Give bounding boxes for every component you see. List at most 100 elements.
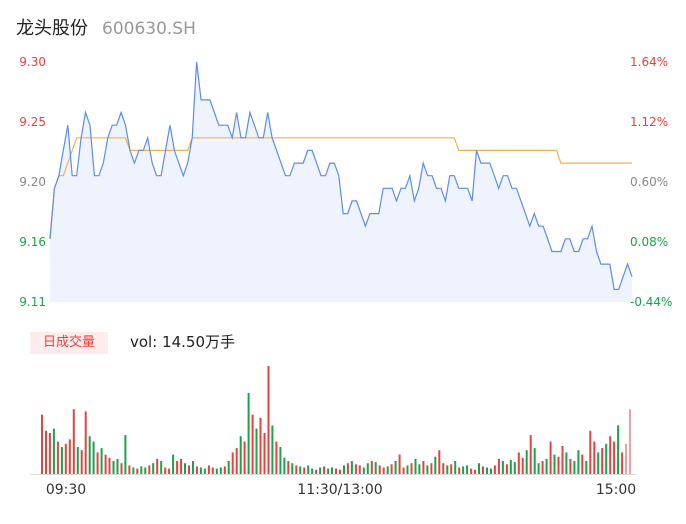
y-left-tick: 9.30 [19, 55, 46, 69]
volume-bar [72, 409, 75, 474]
volume-bar [549, 441, 552, 474]
volume-bar [267, 366, 270, 474]
volume-bar [537, 463, 540, 474]
volume-bar [124, 435, 127, 474]
stock-code: 600630.SH [102, 19, 196, 39]
volume-bar [454, 461, 457, 474]
volume-bar [462, 466, 465, 474]
volume-bar [152, 463, 155, 474]
volume-bar [48, 433, 51, 474]
volume-bar [573, 461, 576, 474]
volume-bar [184, 463, 186, 474]
volume-bar [92, 441, 95, 474]
volume-bar [490, 468, 492, 474]
volume-bar [319, 467, 322, 474]
volume-bar [362, 467, 365, 474]
volume-bar [339, 469, 341, 474]
x-tick: 09:30 [46, 482, 86, 498]
volume-bar [295, 465, 298, 474]
volume-bar [422, 461, 425, 474]
volume-bar [275, 441, 278, 474]
volume-bar [144, 467, 147, 474]
volume-bar [291, 463, 294, 474]
volume-bar [577, 450, 580, 474]
volume-bar [509, 460, 512, 474]
volume-bar [84, 411, 87, 474]
volume-bar [64, 443, 67, 474]
volume-bar [307, 465, 310, 474]
stock-title: 龙头股份 600630.SH [16, 14, 196, 40]
volume-bar [486, 467, 488, 474]
volume-bar [561, 445, 564, 474]
volume-bar [112, 461, 115, 474]
volume-bar [497, 458, 500, 474]
y-left-tick: 9.20 [19, 175, 46, 189]
x-tick: 15:00 [596, 482, 636, 498]
volume-bar [557, 456, 560, 474]
volume-bar [80, 450, 83, 474]
volume-bar [172, 454, 175, 474]
volume-bar [398, 454, 401, 474]
volume-bar [235, 448, 238, 474]
volume-bar [211, 467, 214, 474]
volume-bar [323, 466, 326, 474]
volume-bar [358, 465, 361, 474]
volume-bar [533, 448, 536, 474]
volume-bar [581, 454, 584, 474]
y-left-tick: 9.16 [19, 235, 46, 249]
volume-bar [176, 461, 179, 474]
volume-bar [609, 436, 612, 474]
volume-bar [52, 428, 55, 474]
volume-bar [263, 433, 266, 474]
volume-bar [239, 436, 242, 474]
volume-bar [76, 447, 79, 474]
volume-bar [418, 464, 421, 474]
volume-bar [410, 463, 413, 474]
volume-bar [315, 469, 318, 474]
volume-bar [541, 461, 544, 474]
volume-bar [585, 461, 588, 474]
volume-bar [195, 466, 198, 474]
volume-bar [140, 466, 143, 474]
volume-bar [597, 452, 600, 474]
volume-bar [251, 414, 254, 474]
y-right-tick: 0.08% [630, 235, 668, 249]
volume-bar [513, 462, 516, 474]
volume-bar [104, 454, 107, 474]
volume-bar [394, 461, 397, 474]
y-right-tick: 1.64% [630, 55, 668, 69]
volume-bar [303, 467, 306, 474]
y-left-tick-labels: 9.30 9.25 9.20 9.16 9.11 [19, 55, 46, 309]
volume-bar [374, 462, 377, 474]
volume-bar [569, 458, 572, 474]
volume-bar [271, 425, 274, 474]
volume-bars [30, 366, 636, 475]
volume-bar [593, 441, 596, 474]
x-tick: 11:30/13:00 [297, 482, 382, 498]
y-right-tick: 0.60% [630, 175, 668, 189]
volume-bar [255, 428, 258, 474]
volume-bar [414, 458, 417, 474]
volume-bar [613, 441, 616, 474]
volume-bar [188, 465, 190, 474]
volume-bar [168, 468, 171, 474]
volume-bar [470, 468, 473, 474]
volume-bar [287, 461, 290, 474]
x-tick-labels: 09:30 11:30/13:00 15:00 [46, 482, 636, 498]
volume-bar [207, 465, 210, 474]
volume-bar [45, 430, 47, 474]
daily-volume-tab[interactable]: 日成交量 [30, 332, 108, 354]
volume-bar [60, 447, 63, 474]
volume-bar [215, 468, 218, 474]
volume-bar [203, 468, 206, 474]
volume-bar [386, 466, 389, 474]
volume-bar [553, 454, 556, 474]
volume-bar [227, 461, 230, 474]
volume-bar [247, 393, 250, 474]
volume-bar [466, 465, 469, 474]
volume-bar [120, 463, 123, 474]
y-left-tick: 9.25 [19, 115, 46, 129]
volume-bar [366, 463, 369, 474]
volume-bar [629, 409, 631, 474]
